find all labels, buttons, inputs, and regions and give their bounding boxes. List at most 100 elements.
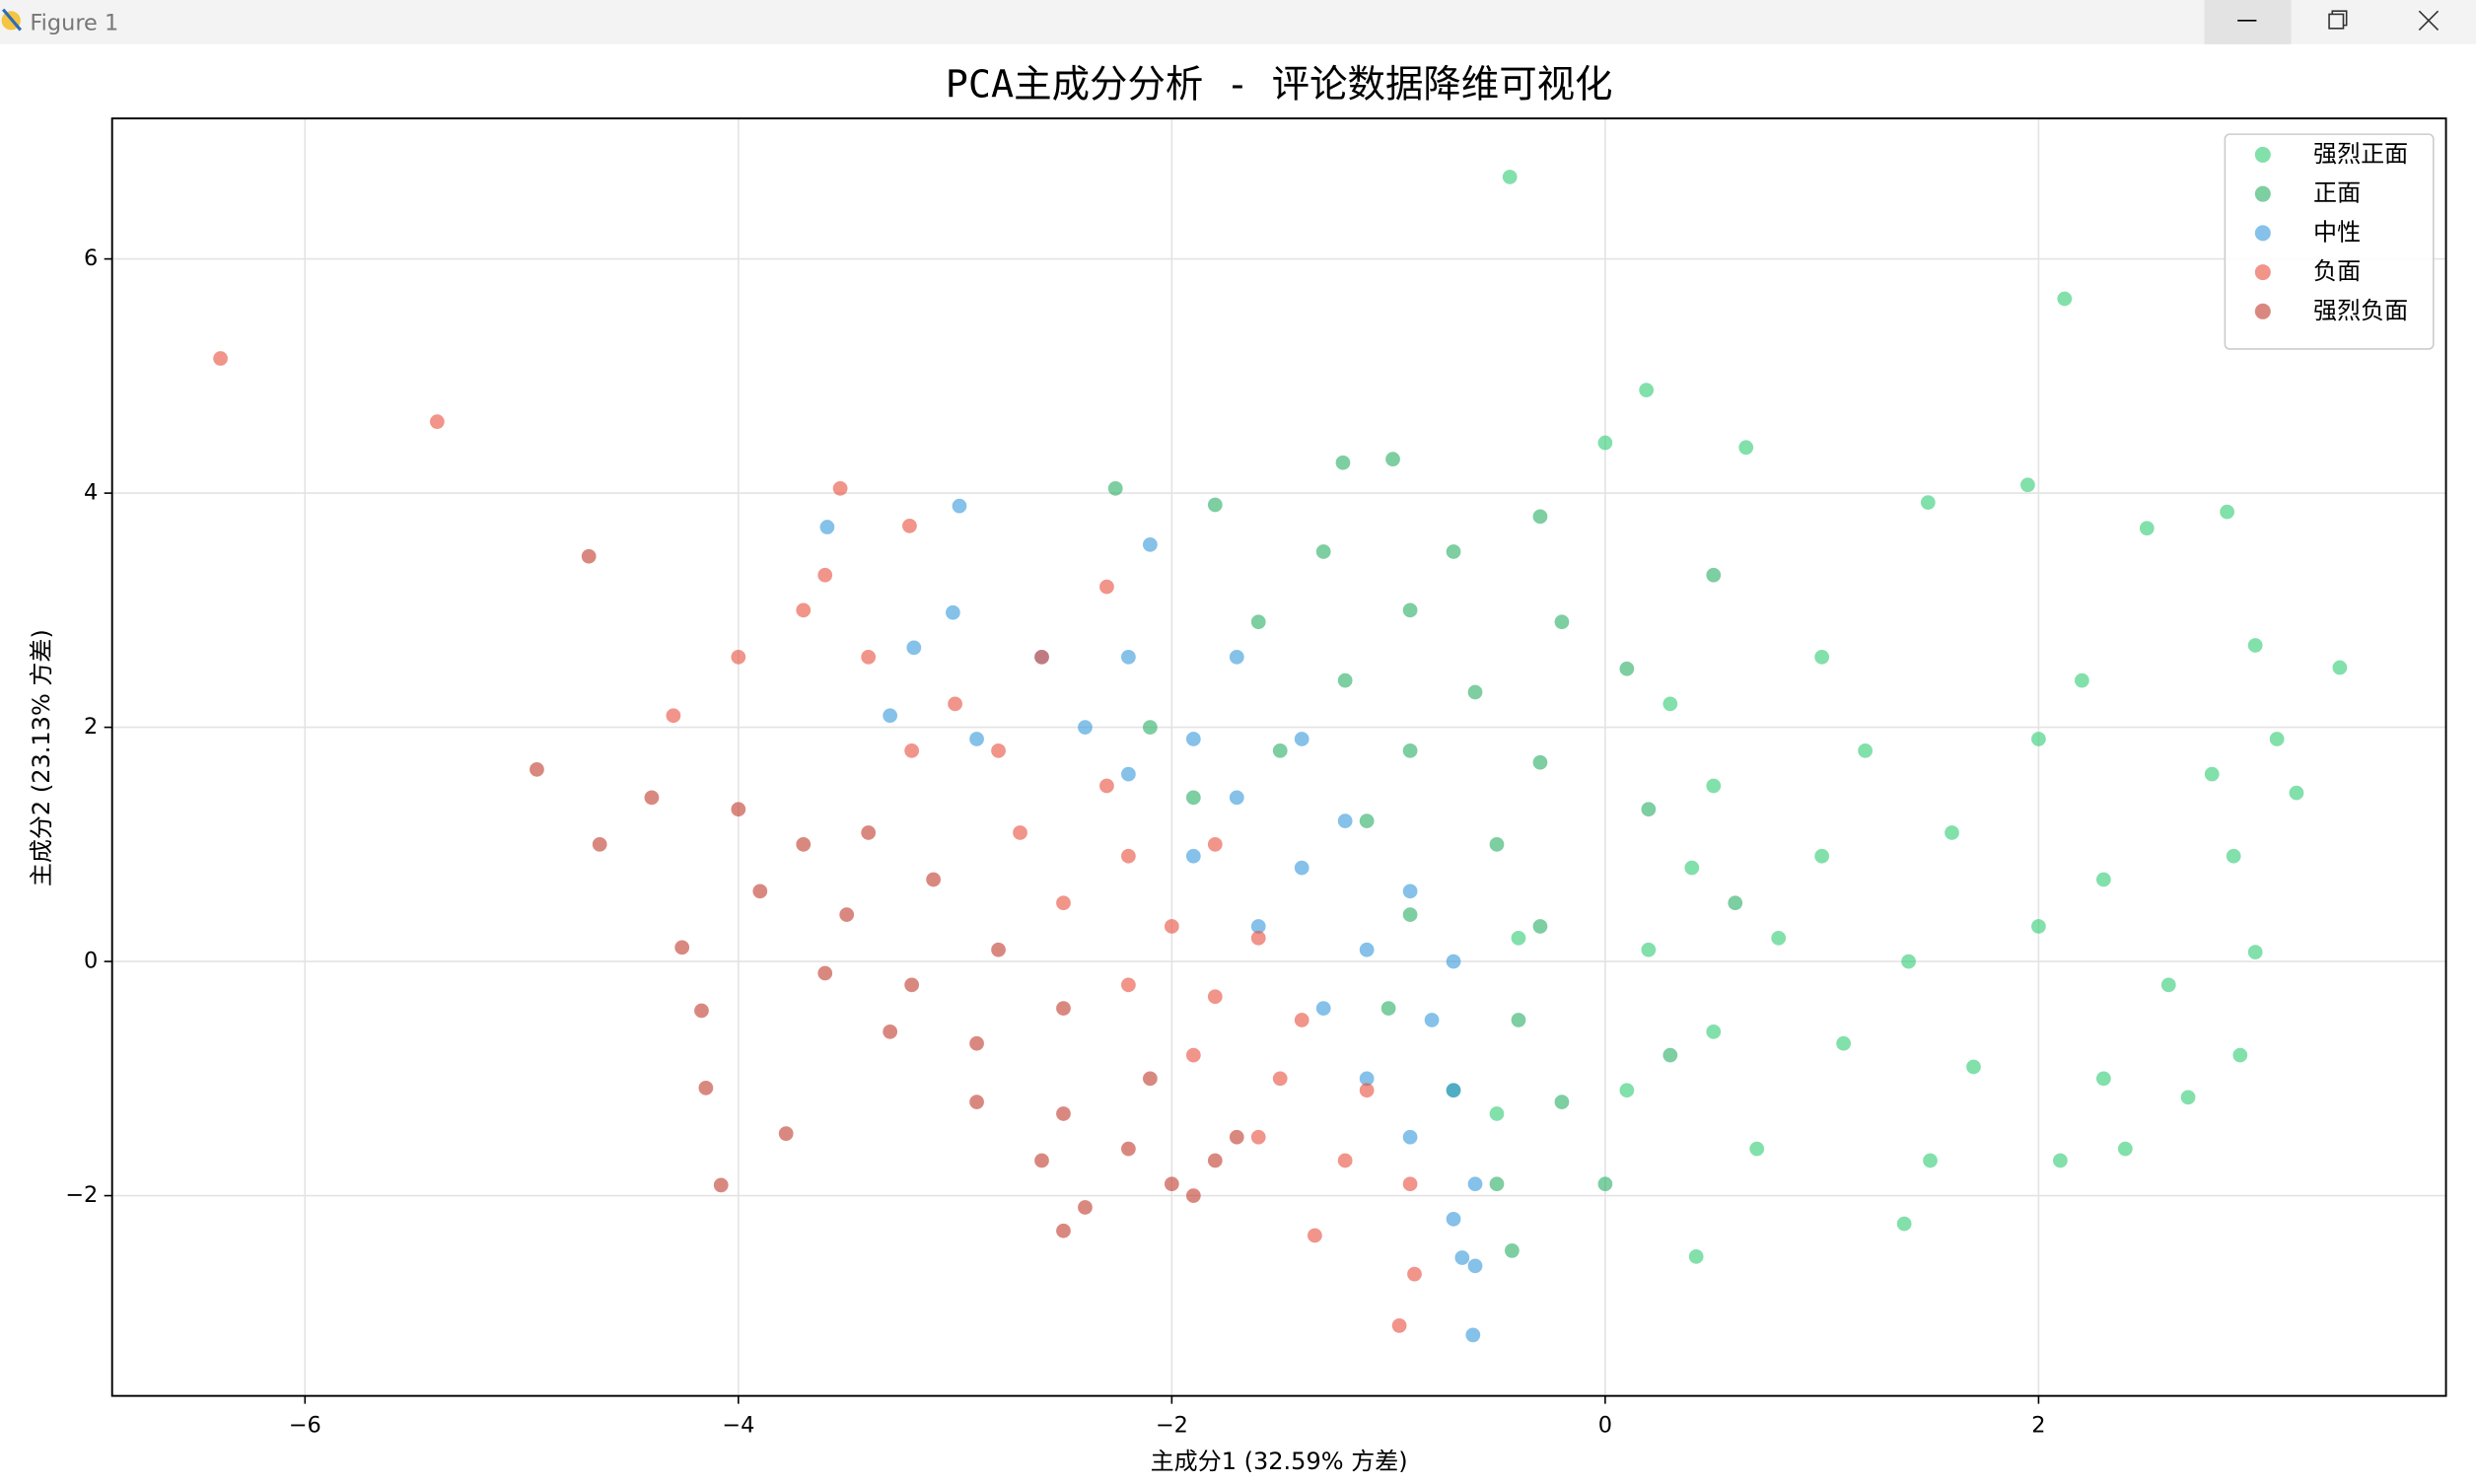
point [2095,872,2111,887]
point [1207,836,1223,852]
point [1532,919,1548,934]
point [2247,945,2263,959]
point [1662,1047,1678,1063]
close-button[interactable] [2418,10,2440,31]
point [1143,1071,1158,1087]
x-tick-label: −4 [722,1413,754,1439]
point [1185,848,1201,864]
point [2139,521,2155,536]
point [1923,1153,1938,1168]
point [1099,579,1114,595]
point [926,872,941,887]
point [1532,754,1548,770]
point [2332,660,2348,675]
point [1359,942,1375,957]
point [1078,720,1093,735]
point [698,1080,714,1095]
point [1424,1013,1440,1027]
x-tick-label: 2 [2031,1413,2045,1439]
point [1315,1001,1331,1016]
point [1207,497,1223,513]
point [694,1003,709,1019]
point [904,742,919,758]
point [1836,1035,1851,1051]
x-tick-label: 0 [1598,1413,1612,1439]
point [952,498,967,514]
restore-button[interactable] [2328,10,2348,30]
point [1489,1106,1505,1121]
point [1505,1243,1520,1258]
point [2117,1141,2133,1157]
point [2220,504,2234,520]
point [1402,1176,1418,1192]
point [1337,1153,1353,1168]
legend-label: 强烈正面 [2313,140,2408,168]
point [1814,848,1830,864]
point [1619,1083,1635,1098]
point [1966,1059,1981,1075]
point [883,1024,898,1039]
point [1554,614,1570,630]
point [832,480,848,496]
point [2057,291,2073,307]
point [906,640,922,656]
point [1511,930,1526,946]
point [1489,836,1505,852]
point [1229,790,1244,806]
point [1121,848,1136,864]
title-bar [0,0,2476,44]
point [778,1126,794,1142]
point [1185,1047,1201,1063]
point [1728,895,1743,911]
point [1467,1258,1483,1274]
point [861,825,877,840]
point [1901,954,1916,969]
point [1402,907,1418,922]
point [1294,732,1309,746]
point [1294,1013,1309,1027]
point [1143,536,1158,552]
point [839,907,855,922]
point [969,1035,984,1051]
point [969,1095,984,1109]
point [817,567,833,583]
point [1056,1001,1071,1016]
point [1814,649,1830,665]
point [1402,1129,1418,1145]
point [1502,170,1518,184]
point [644,790,660,806]
point [1465,1327,1481,1343]
point [1337,672,1353,688]
point [991,942,1006,957]
point [1272,1071,1288,1087]
point [1121,1141,1136,1157]
point [1359,1071,1375,1087]
legend-frame [2224,133,2435,350]
point [429,414,445,430]
point [1554,1095,1570,1109]
point [581,548,597,564]
point [1315,544,1331,559]
point [731,649,746,665]
point [1250,614,1266,630]
point [1402,602,1418,618]
point [1641,942,1657,957]
minimize-button[interactable] [2204,0,2292,44]
point [1034,649,1049,665]
point [1229,1129,1244,1145]
point [2289,785,2304,801]
point [1250,1129,1266,1145]
point [1380,1001,1396,1016]
point [2226,848,2241,864]
point [1056,895,1071,911]
point [946,604,960,620]
point [1143,720,1158,735]
point [2074,672,2089,688]
point [2160,977,2176,993]
point [883,708,898,724]
x-tick-label: −6 [289,1413,321,1439]
point [819,520,835,534]
